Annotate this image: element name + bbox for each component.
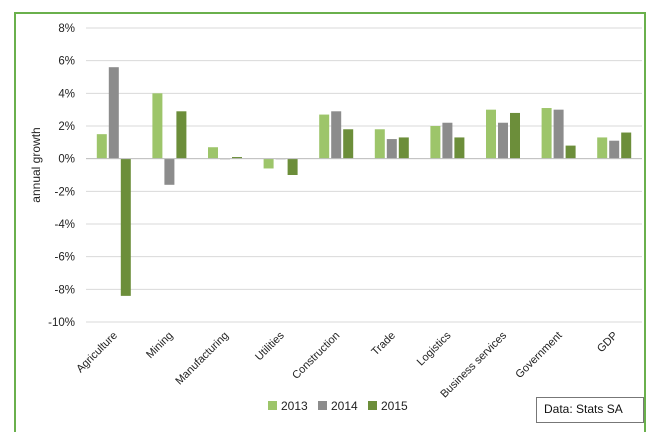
legend-swatch-2014 <box>318 401 327 410</box>
y-tick-label: 8% <box>58 23 75 35</box>
x-category-label: Mining <box>144 330 175 361</box>
x-category-label: GDP <box>595 330 620 355</box>
y-tick-label: 4% <box>58 88 75 100</box>
bar-2015-agriculture <box>120 158 131 296</box>
bar-2013-government <box>541 108 552 159</box>
bar-2014-agriculture <box>108 67 119 159</box>
y-axis-ticks: -10% -8% -6% -4% -2% 0% 2% 4% 6% 8% <box>48 23 75 329</box>
legend-label-2014: 2014 <box>331 399 358 413</box>
bars <box>96 67 632 296</box>
bar-2013-trade <box>374 129 385 159</box>
bar-2014-mining <box>164 158 175 185</box>
bar-2013-gdp <box>597 137 608 159</box>
bar-2015-construction <box>343 129 354 159</box>
y-tick-label: 2% <box>58 121 75 133</box>
bar-2013-logistics <box>430 126 441 159</box>
chart-frame <box>14 12 646 432</box>
x-category-label: Agriculture <box>74 330 120 376</box>
x-category-label: Logistics <box>415 329 454 368</box>
y-tick-label: 0% <box>58 154 75 166</box>
bar-2015-manufacturing <box>232 157 242 159</box>
bar-2015-logistics <box>454 137 465 159</box>
y-tick-label: -6% <box>55 252 75 264</box>
bar-2015-gdp <box>621 132 632 159</box>
bar-2014-construction <box>331 111 342 159</box>
bar-2015-business-services <box>510 112 520 159</box>
legend-swatch-2013 <box>268 401 277 410</box>
bar-2015-trade <box>398 137 409 159</box>
bar-2014-trade <box>386 139 397 159</box>
legend-label-2013: 2013 <box>281 399 308 413</box>
y-tick-label: -4% <box>55 219 75 231</box>
y-tick-label: -8% <box>55 284 75 296</box>
x-category-label: Trade <box>369 330 398 359</box>
bar-2013-mining <box>152 93 163 159</box>
x-category-label: Utilities <box>253 329 287 363</box>
bar-2013-business-services <box>486 109 496 159</box>
bar-2014-business-services <box>498 122 508 159</box>
legend: 2013 2014 2015 <box>268 399 408 413</box>
legend-swatch-2015 <box>368 401 377 410</box>
bar-2013-utilities <box>263 158 274 169</box>
bar-chart: -10% -8% -6% -4% -2% 0% 2% 4% 6% 8% Agriculture Mi… <box>29 23 642 413</box>
bar-2014-government <box>553 109 564 159</box>
bar-2015-utilities <box>287 158 298 175</box>
y-axis-label: annual growth <box>29 127 43 202</box>
y-tick-label: -10% <box>48 317 75 329</box>
y-tick-label: -2% <box>55 186 75 198</box>
bar-2014-logistics <box>442 122 453 159</box>
bar-2013-construction <box>319 114 330 159</box>
bar-2013-agriculture <box>96 134 107 159</box>
source-note: Data: Stats SA <box>536 397 644 423</box>
x-category-label: Manufacturing <box>173 330 231 388</box>
bar-2013-manufacturing <box>208 147 218 159</box>
y-tick-label: 6% <box>58 56 75 68</box>
bar-2015-mining <box>176 111 187 159</box>
bar-2015-government <box>565 145 576 159</box>
legend-label-2015: 2015 <box>381 399 408 413</box>
bar-2014-gdp <box>609 140 620 159</box>
x-category-label: Construction <box>290 330 342 382</box>
x-category-label: Government <box>513 330 564 381</box>
